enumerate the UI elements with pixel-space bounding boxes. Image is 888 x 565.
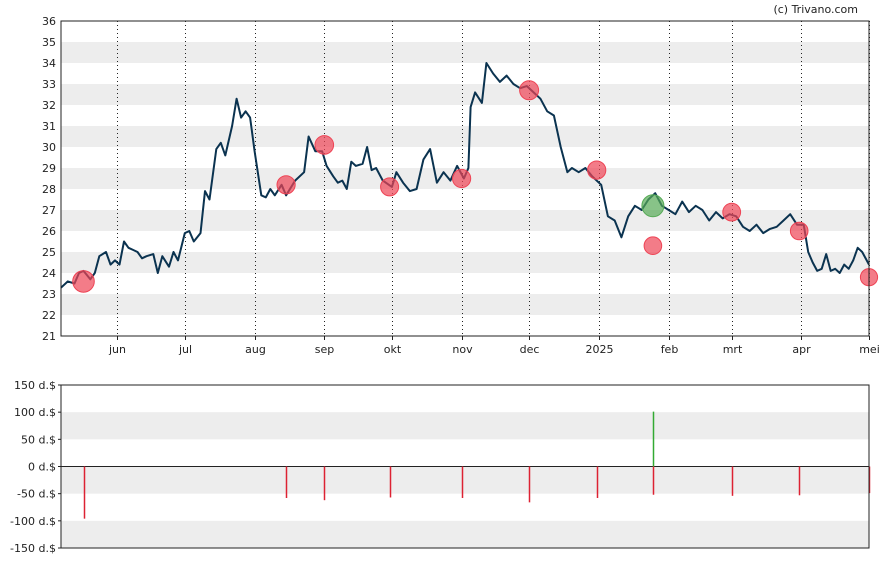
trade-panel-bands — [61, 412, 869, 548]
price-y-tick-label: 24 — [42, 267, 56, 280]
price-x-tick-label: aug — [245, 343, 266, 356]
sell-marker — [587, 160, 607, 180]
price-x-tick-label: dec — [520, 343, 540, 356]
price-band — [61, 294, 869, 315]
buy-marker — [641, 194, 665, 218]
price-y-tick-label: 22 — [42, 309, 56, 322]
price-y-tick-label: 35 — [42, 36, 56, 49]
price-y-tick-label: 28 — [42, 183, 56, 196]
price-band — [61, 252, 869, 273]
price-x-tick-label: mrt — [723, 343, 743, 356]
sell-marker — [380, 177, 400, 197]
price-band — [61, 126, 869, 147]
sell-marker — [789, 221, 809, 241]
price-y-tick-label: 32 — [42, 99, 56, 112]
sell-marker — [452, 168, 472, 189]
price-y-axis: 21 22 23 24 25 26 27 28 29 30 31 32 33 34 35 36 — [42, 15, 56, 343]
price-line — [60, 62, 870, 289]
sell-marker — [276, 175, 296, 195]
trade-y-tick-label: -100 d.$ — [10, 515, 56, 528]
price-x-tick-label: jul — [178, 343, 192, 356]
trade-markers — [72, 80, 879, 293]
sell-marker — [643, 236, 663, 255]
price-y-tick-label: 21 — [42, 330, 56, 343]
sell-marker — [314, 135, 335, 155]
price-x-axis: jun jul aug sep okt nov dec 2025 feb mrt apr mei — [108, 343, 880, 356]
price-panel-frame — [60, 20, 870, 337]
trade-y-axis: 150 d.$ 100 d.$ 50 d.$ 0 d.$ -50 d.$ -100 d.$… — [10, 379, 61, 555]
trade-y-tick-label: 0 d.$ — [28, 461, 56, 474]
price-y-tick-label: 34 — [42, 57, 56, 70]
price-y-tick-label: 33 — [42, 78, 56, 91]
trade-band — [61, 412, 869, 440]
price-y-tick-label: 29 — [42, 162, 56, 175]
price-y-tick-label: 25 — [42, 246, 56, 259]
credit-text: (c) Trivano.com — [773, 3, 858, 16]
price-x-tick-label: sep — [315, 343, 334, 356]
price-y-tick-label: 30 — [42, 141, 56, 154]
trade-y-tick-label: -50 d.$ — [17, 488, 56, 501]
price-x-tick-label: jun — [108, 343, 126, 356]
sell-marker — [72, 270, 95, 293]
price-band — [61, 42, 869, 63]
price-y-tick-label: 31 — [42, 120, 56, 133]
sell-marker — [519, 80, 540, 101]
trade-band — [61, 520, 869, 548]
price-band — [61, 210, 869, 231]
price-x-tick-label: apr — [792, 343, 811, 356]
price-x-tick-label: feb — [661, 343, 679, 356]
sell-marker — [722, 202, 742, 222]
price-x-tick-label: nov — [452, 343, 473, 356]
trade-y-tick-label: -150 d.$ — [10, 542, 56, 555]
price-y-tick-label: 36 — [42, 15, 56, 28]
price-x-tick-label: 2025 — [586, 343, 614, 356]
price-x-tick-label: mei — [859, 343, 880, 356]
trade-band — [61, 466, 869, 494]
price-band — [61, 84, 869, 105]
trade-y-tick-label: 50 d.$ — [21, 433, 56, 446]
price-y-tick-label: 27 — [42, 204, 56, 217]
price-x-tick-label: okt — [384, 343, 402, 356]
trade-y-tick-label: 100 d.$ — [14, 406, 56, 419]
price-y-tick-label: 23 — [42, 288, 56, 301]
price-y-tick-label: 26 — [42, 225, 56, 238]
trade-y-tick-label: 150 d.$ — [14, 379, 56, 392]
